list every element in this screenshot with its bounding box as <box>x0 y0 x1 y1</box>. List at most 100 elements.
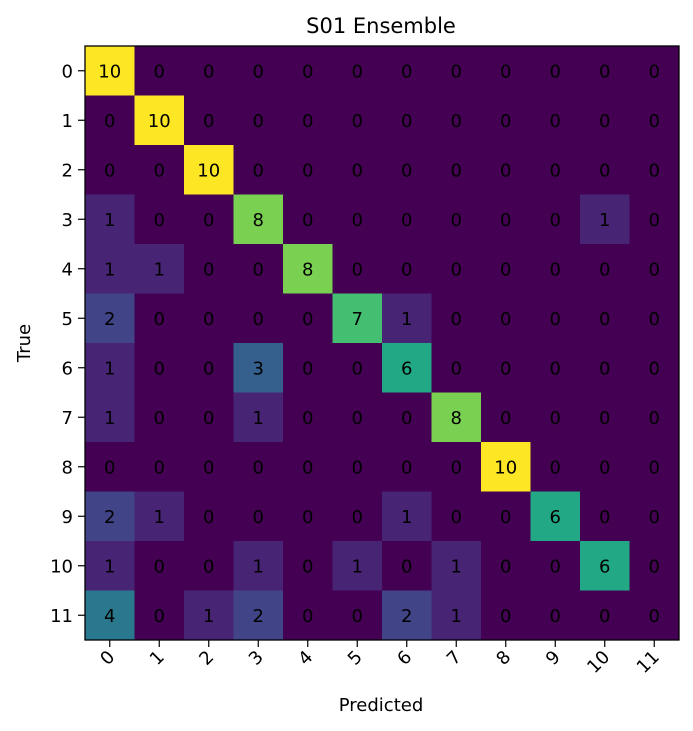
cell-value-label: 0 <box>649 309 660 330</box>
cell-value-label: 0 <box>352 111 363 132</box>
cell-value-label: 0 <box>104 111 115 132</box>
heatmap-cell <box>332 194 383 245</box>
heatmap-cell <box>283 95 333 146</box>
cell-value-label: 6 <box>550 507 561 528</box>
cell-value-label: 0 <box>352 408 363 429</box>
cell-value-label: 1 <box>104 556 115 577</box>
heatmap-cell <box>481 590 531 641</box>
heatmap-cell <box>431 392 482 443</box>
y-tick-label: 5 <box>62 309 73 330</box>
cell-value-label: 0 <box>649 111 660 132</box>
cell-value-label: 0 <box>451 358 462 379</box>
y-axis-ticks: 0 1 2 3 4 5 6 7 8 9 10 11 <box>50 61 85 627</box>
cell-value-label: 0 <box>649 507 660 528</box>
heatmap-cell <box>530 244 581 294</box>
heatmap-cell <box>481 293 531 344</box>
x-tick-label: 11 <box>633 647 664 678</box>
cell-value-label: 0 <box>500 160 511 181</box>
heatmap-cell <box>382 442 432 492</box>
heatmap-cell <box>134 244 185 294</box>
cell-value-label: 4 <box>104 606 115 627</box>
cell-value-label: 0 <box>599 606 610 627</box>
heatmap-cell <box>580 491 630 542</box>
heatmap-cell <box>134 491 185 542</box>
x-tick-label: 0 <box>96 647 119 670</box>
cell-value-label: 0 <box>203 507 214 528</box>
cell-value-label: 0 <box>649 210 660 231</box>
heatmap-cell <box>85 194 135 245</box>
heatmap-cell <box>184 343 234 393</box>
cell-value-label: 1 <box>401 507 412 528</box>
cell-value-label: 0 <box>253 61 264 82</box>
cell-value-label: 0 <box>154 556 165 577</box>
cell-value-label: 0 <box>203 111 214 132</box>
cell-value-label: 0 <box>154 408 165 429</box>
heatmap-cell <box>233 95 284 146</box>
x-tick-label: 7 <box>443 647 466 670</box>
heatmap-cell <box>431 95 482 146</box>
cell-value-label: 0 <box>302 457 313 478</box>
heatmap-cell <box>530 541 581 591</box>
heatmap-cell <box>233 145 284 195</box>
heatmap-cell <box>283 590 333 641</box>
cell-value-label: 0 <box>154 210 165 231</box>
heatmap-cell <box>629 293 680 344</box>
cell-value-label: 0 <box>352 457 363 478</box>
cell-value-label: 0 <box>649 457 660 478</box>
y-tick-label: 8 <box>62 457 73 478</box>
heatmap-cell <box>134 46 185 96</box>
heatmap-cell <box>629 244 680 294</box>
cell-value-label: 0 <box>401 408 412 429</box>
heatmap-cell <box>431 46 482 96</box>
heatmap-cell <box>431 293 482 344</box>
x-axis-title: Predicted <box>339 695 424 716</box>
heatmap-cell <box>283 145 333 195</box>
x-tick-label: 5 <box>344 647 367 670</box>
heatmap-cell <box>184 541 234 591</box>
cell-value-label: 0 <box>401 457 412 478</box>
heatmap-cell <box>233 343 284 393</box>
cell-value-label: 1 <box>451 606 462 627</box>
cell-value-label: 0 <box>401 111 412 132</box>
heatmap-cell <box>134 343 185 393</box>
cell-value-label: 0 <box>352 210 363 231</box>
y-tick-label: 0 <box>62 61 73 82</box>
cell-value-label: 0 <box>203 457 214 478</box>
cell-value-label: 0 <box>302 111 313 132</box>
cell-value-label: 0 <box>599 160 610 181</box>
cell-value-label: 0 <box>352 160 363 181</box>
cell-value-label: 0 <box>500 111 511 132</box>
heatmap-cell <box>283 442 333 492</box>
cell-value-label: 1 <box>104 259 115 280</box>
cell-value-label: 1 <box>203 606 214 627</box>
heatmap-cell <box>481 145 531 195</box>
cell-value-label: 1 <box>401 309 412 330</box>
heatmap-cell <box>530 46 581 96</box>
heatmap-cell <box>629 194 680 245</box>
chart-title: S01 Ensemble <box>306 14 456 38</box>
cell-value-label: 0 <box>599 111 610 132</box>
cell-value-label: 0 <box>203 61 214 82</box>
cell-value-label: 0 <box>500 556 511 577</box>
heatmap-cell <box>382 293 432 344</box>
heatmap-cell <box>580 244 630 294</box>
x-tick-label: 1 <box>146 647 169 670</box>
heatmap-cell <box>580 541 630 591</box>
cell-value-label: 2 <box>104 309 115 330</box>
cell-value-label: 1 <box>253 556 264 577</box>
cell-value-label: 0 <box>302 210 313 231</box>
cell-value-label: 0 <box>302 358 313 379</box>
heatmap-cell <box>580 46 630 96</box>
cell-value-label: 0 <box>599 309 610 330</box>
heatmap-cell <box>431 244 482 294</box>
cell-value-label: 0 <box>352 358 363 379</box>
y-tick-label: 10 <box>50 556 73 577</box>
heatmap-cell <box>233 442 284 492</box>
heatmap-cell <box>629 590 680 641</box>
heatmap-cell <box>629 145 680 195</box>
y-tick-label: 9 <box>62 507 73 528</box>
cell-value-label: 0 <box>302 160 313 181</box>
heatmap-cell <box>233 491 284 542</box>
heatmap-cell <box>184 442 234 492</box>
cell-value-label: 0 <box>649 408 660 429</box>
